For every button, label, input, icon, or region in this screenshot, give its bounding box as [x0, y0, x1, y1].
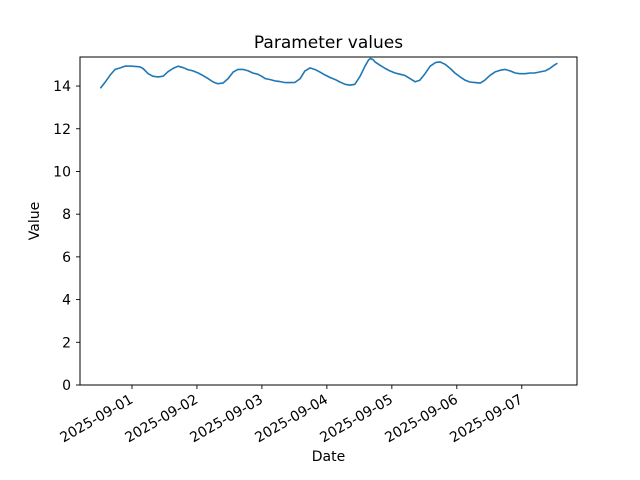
y-axis-label: Value — [27, 202, 43, 240]
x-tick-label: 2025-09-02 — [122, 392, 200, 447]
chart-title: Parameter values — [254, 33, 403, 53]
y-tick-label: 8 — [62, 207, 71, 223]
x-tick-label: 2025-09-06 — [382, 392, 461, 447]
x-tick-label: 2025-09-07 — [447, 392, 525, 447]
y-tick-label: 6 — [62, 250, 71, 266]
x-tick-label: 2025-09-01 — [58, 392, 136, 447]
y-tick-label: 4 — [62, 293, 71, 309]
plot-border — [79, 56, 578, 386]
series-line-parameter-values — [100, 57, 558, 89]
plot-area: 024681012142025-09-012025-09-022025-09-0… — [53, 56, 578, 447]
x-tick-label: 2025-09-04 — [252, 392, 331, 447]
x-axis-label: Date — [312, 449, 345, 465]
y-tick-label: 14 — [53, 79, 71, 95]
x-tick-label: 2025-09-05 — [317, 392, 395, 447]
y-tick-label: 10 — [53, 164, 71, 180]
x-tick-label: 2025-09-03 — [187, 392, 265, 447]
y-tick-label: 2 — [62, 335, 71, 351]
y-tick-label: 12 — [53, 122, 71, 138]
y-tick-label: 0 — [62, 378, 71, 394]
